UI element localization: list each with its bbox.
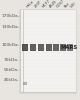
- Bar: [61, 45, 66, 50]
- Text: A549: A549: [49, 0, 59, 8]
- Text: 130kDa-: 130kDa-: [1, 25, 20, 29]
- Bar: [67, 44, 73, 51]
- Bar: [31, 45, 36, 50]
- Text: 40kDa-: 40kDa-: [4, 78, 20, 82]
- Bar: [60, 44, 66, 51]
- Bar: [68, 45, 72, 50]
- Text: COS7: COS7: [56, 0, 66, 8]
- Bar: [39, 45, 44, 50]
- Bar: [22, 44, 28, 51]
- Bar: [53, 44, 59, 51]
- Bar: [21, 10, 76, 92]
- Text: NIH: NIH: [70, 1, 78, 8]
- Text: MARS: MARS: [60, 45, 78, 50]
- Bar: [30, 44, 36, 51]
- Text: Rat: Rat: [63, 1, 70, 9]
- Bar: [23, 45, 28, 50]
- Text: 100kDa-: 100kDa-: [1, 43, 20, 47]
- Bar: [38, 44, 44, 51]
- Text: 55kDa-: 55kDa-: [4, 68, 20, 72]
- Bar: [23, 82, 27, 85]
- Bar: [47, 45, 52, 50]
- Text: MCF7: MCF7: [41, 0, 51, 8]
- Text: HeLa: HeLa: [25, 0, 35, 8]
- Text: 170kDa-: 170kDa-: [1, 14, 20, 18]
- Text: 293T: 293T: [33, 0, 42, 8]
- Bar: [20, 10, 76, 92]
- Bar: [54, 45, 58, 50]
- Text: 70kDa-: 70kDa-: [4, 58, 20, 62]
- Bar: [46, 44, 52, 51]
